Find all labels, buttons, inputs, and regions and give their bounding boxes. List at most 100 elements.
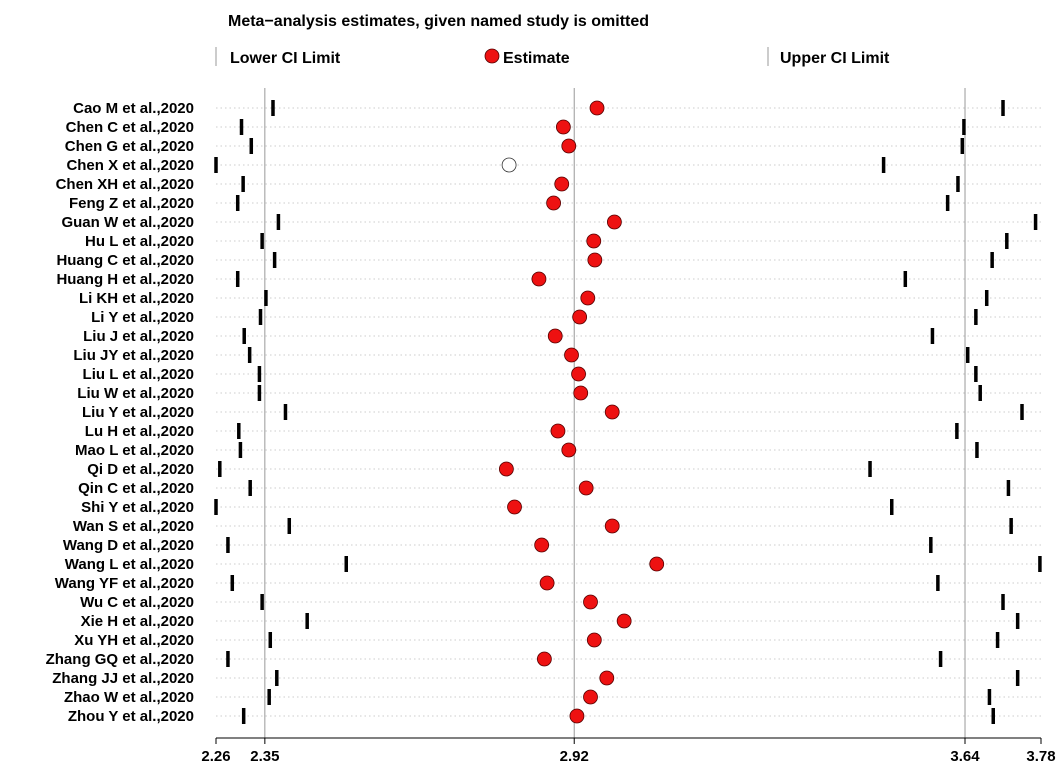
estimate-point: [555, 119, 571, 135]
study-label: Wu C et al.,2020: [80, 594, 194, 611]
study-label: Cao M et al.,2020: [73, 100, 194, 117]
study-row: Wang L et al.,2020: [65, 556, 1042, 573]
study-row: Guan W et al.,2020: [61, 214, 1041, 231]
study-label: Liu J et al.,2020: [83, 328, 194, 345]
study-label: Shi Y et al.,2020: [81, 499, 194, 516]
estimate-point: [587, 252, 603, 268]
study-label: Zhang GQ et al.,2020: [46, 651, 194, 668]
study-label: Chen X et al.,2020: [66, 157, 194, 174]
study-row: Zhou Y et al.,2020: [68, 708, 1041, 725]
study-label: Wang YF et al.,2020: [55, 575, 194, 592]
x-axis: 2.26 2.35 2.92 3.64 3.78: [201, 737, 1056, 765]
study-label: Chen C et al.,2020: [66, 119, 194, 136]
study-row: Liu W et al.,2020: [77, 385, 1041, 402]
study-label: Qin C et al.,2020: [78, 480, 194, 497]
x-tick-label: 2.92: [560, 748, 589, 765]
study-label: Huang C et al.,2020: [56, 252, 194, 269]
study-row: Qi D et al.,2020: [87, 461, 1041, 478]
study-row: Wan S et al.,2020: [73, 518, 1041, 535]
estimate-point: [589, 100, 605, 116]
estimate-point: [550, 423, 566, 439]
study-row: Shi Y et al.,2020: [81, 499, 1041, 516]
study-row: Huang C et al.,2020: [56, 252, 1041, 269]
estimate-point: [561, 442, 577, 458]
study-label: Zhang JJ et al.,2020: [52, 670, 194, 687]
legend-estimate-marker: [484, 48, 500, 64]
study-row: Xu YH et al.,2020: [74, 632, 1041, 649]
estimate-point: [573, 385, 589, 401]
study-label: Wan S et al.,2020: [73, 518, 194, 535]
study-row: Chen X et al.,2020: [66, 157, 1041, 174]
study-row: Huang H et al.,2020: [56, 271, 1041, 288]
study-label: Huang H et al.,2020: [56, 271, 194, 288]
study-label: Liu Y et al.,2020: [82, 404, 194, 421]
legend: Lower CI Limit Estimate Upper CI Limit: [215, 47, 890, 67]
study-label: Wang L et al.,2020: [65, 556, 194, 573]
study-label: Mao L et al.,2020: [75, 442, 194, 459]
study-label: Qi D et al.,2020: [87, 461, 194, 478]
estimate-point: [561, 138, 577, 154]
study-row: Chen G et al.,2020: [65, 138, 1041, 155]
study-label: Liu W et al.,2020: [77, 385, 194, 402]
estimate-point: [536, 651, 552, 667]
estimate-point: [616, 613, 632, 629]
x-tick-label: 3.78: [1026, 748, 1055, 765]
estimate-point: [534, 537, 550, 553]
x-tick-label: 2.26: [201, 748, 230, 765]
study-label: Feng Z et al.,2020: [69, 195, 194, 212]
study-label: Liu L et al.,2020: [83, 366, 194, 383]
estimate-point: [583, 594, 598, 610]
x-axis-ticks: 2.26 2.35 2.92 3.64 3.78: [201, 738, 1056, 765]
estimate-point: [571, 366, 586, 382]
estimate-point: [586, 233, 602, 249]
study-row: Zhang JJ et al.,2020: [52, 670, 1041, 687]
study-label: Guan W et al.,2020: [61, 214, 194, 231]
study-label: Hu L et al.,2020: [85, 233, 194, 250]
study-label: Lu H et al.,2020: [85, 423, 194, 440]
estimate-point: [547, 328, 563, 344]
study-row: Chen XH et al.,2020: [56, 176, 1041, 193]
study-label: Chen XH et al.,2020: [56, 176, 194, 193]
estimate-point: [649, 556, 665, 572]
estimate-point: [569, 708, 585, 724]
study-row: Liu JY et al.,2020: [73, 347, 1041, 364]
study-label: Xie H et al.,2020: [81, 613, 194, 630]
study-row: Li KH et al.,2020: [79, 290, 1041, 307]
estimate-point: [604, 404, 620, 420]
study-row: Feng Z et al.,2020: [69, 195, 1041, 212]
study-row: Cao M et al.,2020: [73, 100, 1041, 117]
study-row: Wang YF et al.,2020: [55, 575, 1041, 592]
study-row: Liu J et al.,2020: [83, 328, 1041, 345]
study-row: Wang D et al.,2020: [63, 537, 1041, 554]
study-label: Li Y et al.,2020: [91, 309, 194, 326]
estimate-point: [599, 670, 615, 686]
study-label: Zhou Y et al.,2020: [68, 708, 194, 725]
estimate-point-omitted: [501, 157, 517, 173]
estimate-point: [554, 176, 570, 192]
estimate-point: [572, 309, 588, 325]
estimate-point: [578, 480, 594, 496]
estimate-point: [546, 195, 561, 211]
chart-title: Meta−analysis estimates, given named stu…: [228, 13, 649, 30]
estimate-point: [539, 575, 555, 591]
estimate-point: [564, 347, 579, 363]
estimate-point: [586, 632, 602, 648]
study-label: Zhao W et al.,2020: [64, 689, 194, 706]
x-tick-label: 2.35: [250, 748, 279, 765]
study-row: Zhao W et al.,2020: [64, 689, 1041, 706]
study-label: Wang D et al.,2020: [63, 537, 194, 554]
study-row: Wu C et al.,2020: [80, 594, 1041, 611]
study-row: Mao L et al.,2020: [75, 442, 1041, 459]
study-label: Liu JY et al.,2020: [73, 347, 194, 364]
study-row: Liu Y et al.,2020: [82, 404, 1041, 421]
legend-lower-label: Lower CI Limit: [230, 50, 341, 67]
study-row: Hu L et al.,2020: [85, 233, 1041, 250]
study-row: Zhang GQ et al.,2020: [46, 651, 1041, 668]
study-row: Lu H et al.,2020: [85, 423, 1041, 440]
study-rows: Cao M et al.,2020 Chen C et al.,2020 Chen …: [46, 100, 1042, 725]
estimate-point: [580, 290, 596, 306]
estimate-point: [498, 461, 514, 477]
estimate-point: [606, 214, 622, 230]
study-row: Chen C et al.,2020: [66, 119, 1041, 136]
study-label: Xu YH et al.,2020: [74, 632, 194, 649]
